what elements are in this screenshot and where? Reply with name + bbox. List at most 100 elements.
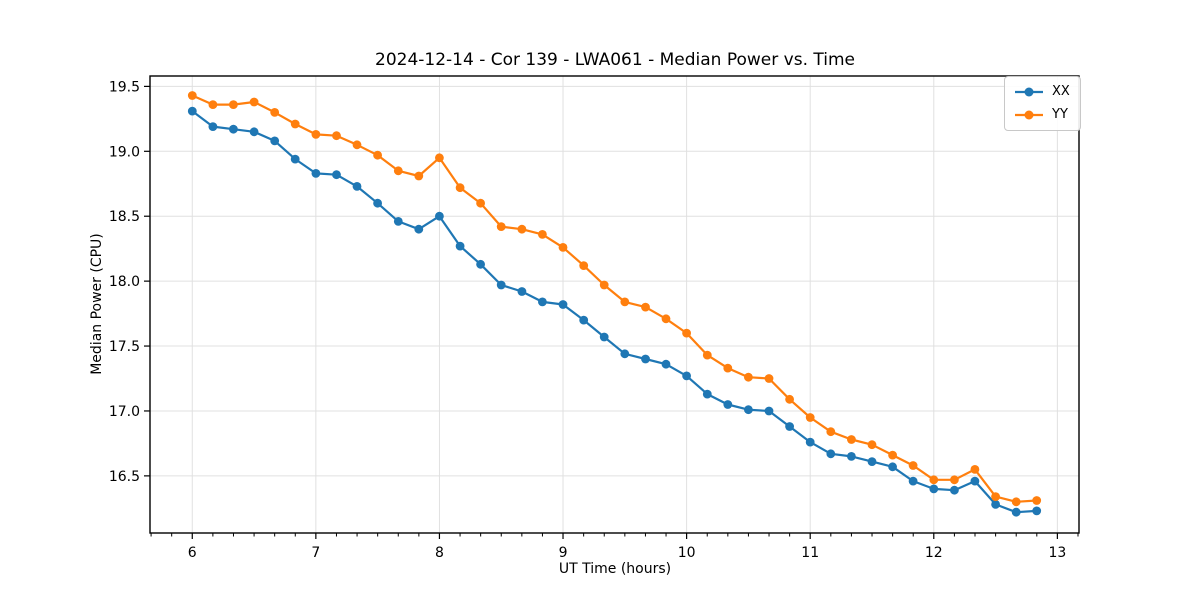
data-point-yy [805, 413, 815, 422]
data-point-xx [249, 127, 259, 137]
data-point-yy [393, 166, 403, 176]
data-point-yy [641, 302, 650, 312]
data-point-yy [785, 394, 794, 404]
data-point-yy [373, 150, 382, 160]
data-point-yy [517, 224, 527, 234]
data-point-xx [620, 349, 630, 359]
data-point-yy [208, 100, 218, 109]
data-point-xx [826, 449, 836, 459]
y-tick-label: 16.5 [109, 469, 140, 485]
plot-frame [149, 75, 1080, 534]
data-point-xx [867, 457, 877, 466]
data-point-xx [1011, 507, 1021, 517]
data-point-xx [332, 170, 341, 180]
y-tick-label: 17.0 [109, 404, 140, 420]
x-tick-label: 9 [559, 545, 568, 561]
x-tick-label: 11 [801, 545, 819, 561]
data-point-yy [579, 261, 589, 270]
data-point-yy [270, 108, 280, 117]
data-point-xx [455, 241, 465, 251]
x-tick-label: 6 [188, 545, 197, 561]
data-point-yy [187, 91, 197, 100]
data-point-xx [785, 422, 794, 431]
data-point-xx [929, 484, 939, 494]
data-point-yy [558, 243, 568, 252]
data-point-yy [352, 140, 362, 150]
data-point-yy [929, 475, 939, 485]
data-point-yy [764, 374, 774, 383]
legend-label-yy: YY [1052, 107, 1068, 122]
data-point-yy [744, 372, 753, 382]
data-point-yy [1011, 497, 1021, 507]
data-point-xx [517, 287, 527, 296]
data-point-yy [682, 328, 691, 338]
data-point-xx [558, 300, 568, 309]
data-point-yy [455, 183, 465, 193]
data-point-xx [682, 371, 691, 381]
data-point-xx [888, 462, 897, 472]
data-point-yy [1032, 496, 1042, 505]
data-point-xx [950, 485, 959, 495]
y-axis-label: Median Power (CPU) [89, 233, 105, 375]
legend-label-xx: XX [1052, 84, 1070, 99]
data-point-yy [249, 97, 259, 107]
series-line-yy [191, 94, 1038, 503]
data-point-xx [702, 389, 712, 399]
data-point-xx [970, 476, 980, 486]
data-point-xx [764, 406, 774, 416]
x-tick-label: 8 [435, 545, 444, 561]
data-point-xx [229, 124, 238, 134]
data-point-xx [991, 500, 1000, 509]
data-point-yy [476, 198, 485, 208]
data-point-xx [599, 332, 609, 342]
data-point-yy [620, 297, 630, 307]
data-point-yy [826, 427, 836, 437]
y-tick-label: 18.0 [109, 274, 140, 290]
data-point-xx [352, 182, 362, 191]
data-point-yy [599, 280, 609, 290]
data-point-xx [538, 297, 547, 307]
data-point-xx [414, 224, 424, 234]
y-tick-label: 19.5 [109, 79, 140, 95]
data-point-yy [867, 440, 877, 450]
data-point-yy [950, 475, 959, 485]
legend-entry-yy: YY [1014, 105, 1070, 125]
data-point-yy [414, 171, 424, 181]
data-point-yy [661, 314, 671, 324]
data-point-xx [270, 136, 280, 146]
data-point-yy [332, 131, 341, 141]
data-point-xx [290, 154, 300, 164]
x-axis-label: UT Time (hours) [558, 561, 672, 577]
data-point-yy [970, 465, 980, 474]
y-tick-label: 19.0 [109, 144, 140, 160]
data-point-xx [744, 405, 753, 415]
data-point-yy [290, 119, 300, 129]
data-point-yy [847, 435, 856, 444]
data-point-yy [723, 363, 733, 373]
legend: XX YY [1004, 76, 1081, 131]
data-point-xx [187, 106, 197, 116]
data-point-xx [641, 354, 650, 364]
data-point-yy [991, 492, 1000, 501]
data-point-xx [208, 122, 218, 131]
x-tick-label: 7 [311, 545, 320, 561]
data-point-xx [311, 169, 321, 178]
chart-title: 2024-12-14 - Cor 139 - LWA061 - Median P… [375, 50, 855, 70]
x-tick-label: 10 [678, 545, 696, 561]
y-tick-label: 17.5 [109, 339, 140, 355]
data-point-xx [373, 198, 382, 208]
data-point-xx [908, 476, 918, 486]
data-point-xx [723, 400, 733, 409]
data-point-yy [702, 350, 712, 360]
data-point-yy [311, 130, 321, 139]
data-point-xx [847, 452, 856, 461]
data-point-xx [393, 217, 403, 226]
legend-line-marker-icon-xx [1015, 87, 1043, 97]
data-point-yy [229, 100, 238, 109]
data-point-yy [435, 153, 444, 163]
data-point-yy [908, 461, 918, 470]
data-point-yy [496, 222, 506, 232]
y-tick-label: 18.5 [109, 209, 140, 225]
data-point-xx [805, 437, 815, 447]
